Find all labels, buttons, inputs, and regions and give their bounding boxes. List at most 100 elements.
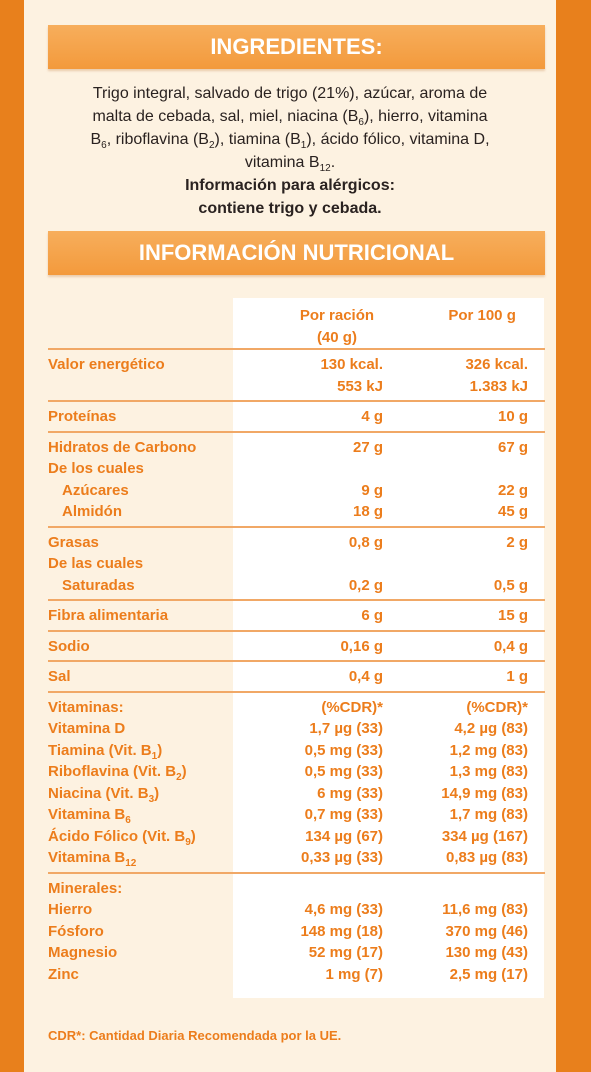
table-row: Valor energético 130 kcal. 553 kJ 326 kcal.… (48, 354, 545, 397)
text-segment: Vitaminas: (48, 698, 124, 716)
row-label: Sodio (48, 636, 243, 658)
header-cell: Por ración (40 g) (255, 305, 420, 348)
value: 1,7 µg (33) (309, 720, 383, 737)
value-cell: 148 mg (18) (243, 921, 383, 943)
table-row: Vitamina B12 0,33 µg (33) 0,83 µg (83) (48, 847, 545, 869)
value-cell: 326 kcal. 1.383 kJ (383, 354, 528, 397)
text-segment: Hidratos de Carbono (48, 438, 197, 456)
value-cell: 0,5 mg (33) (243, 740, 383, 762)
text-segment: ), hierro, vitamina (363, 108, 488, 125)
text-segment: Fibra alimentaria (48, 607, 169, 624)
text-segment: Niacina (Vit. B (48, 784, 149, 802)
text-segment: Sal (48, 668, 71, 685)
value: 6 g (361, 607, 383, 624)
ingredients-title: INGREDIENTES: (48, 25, 545, 69)
row-label: Valor energético (48, 354, 243, 397)
text-segment: ), tiamina (B (214, 131, 301, 148)
table-row: De las cuales (48, 553, 545, 575)
table-row: Minerales: (48, 878, 545, 900)
value-cell: 370 mg (46) (383, 921, 528, 943)
value-cell: 52 mg (17) (243, 942, 383, 964)
text-segment: Proteínas (48, 408, 117, 425)
row-label: Fibra alimentaria (48, 605, 243, 627)
table-row: Vitamina B6 0,7 mg (33) 1,7 mg (83) (48, 804, 545, 826)
row-label: Tiamina (Vit. B1) (48, 740, 243, 762)
row-label: De las cuales (48, 553, 243, 575)
row-label: Vitamina B6 (48, 804, 243, 826)
value-cell: 0,5 g (383, 575, 528, 597)
value: 0,83 µg (83) (445, 849, 528, 866)
value: 45 g (497, 503, 528, 520)
row-label: Azúcares (48, 480, 243, 502)
value: 2 g (506, 533, 528, 551)
value: 52 mg (17) (308, 944, 383, 961)
row-label: Minerales: (48, 878, 243, 900)
value: 2,5 mg (17) (449, 965, 528, 983)
text-segment: ) (154, 784, 160, 802)
value-cell: (%CDR)* (383, 697, 528, 719)
row-group: Fibra alimentaria 6 g 15 g (48, 599, 545, 630)
value-cell: 1,2 mg (83) (383, 740, 528, 762)
allergen-line: Información para alérgicos: (185, 177, 395, 194)
text-segment: Vitamina B (48, 849, 126, 866)
value: 553 kJ (337, 377, 383, 395)
value: 1,3 mg (83) (449, 763, 528, 780)
value-cell: 1,3 mg (83) (383, 761, 528, 783)
row-group: Proteínas 4 g 10 g (48, 400, 545, 431)
subscript: 6 (358, 117, 364, 129)
value-cell: 4 g (243, 406, 383, 428)
value-cell: 0,8 g (243, 532, 383, 554)
value-cell: 45 g (383, 501, 528, 523)
row-group: Vitaminas: (%CDR)* (%CDR)* Vitamina D 1,7 µg… (48, 690, 545, 872)
value-cell: 15 g (383, 605, 528, 627)
row-label: Zinc (48, 964, 243, 986)
header-line: (40 g) (316, 328, 357, 346)
row-label: Saturadas (48, 575, 243, 597)
text-segment: ) (190, 827, 196, 845)
value-cell: 6 g (243, 605, 383, 627)
value: 27 g (352, 438, 383, 456)
row-label: Magnesio (48, 942, 243, 964)
value-cell: 0,33 µg (33) (243, 847, 383, 869)
text-segment: Grasas (48, 533, 99, 551)
table-row: Proteínas 4 g 10 g (48, 406, 545, 428)
row-label: Almidón (48, 501, 243, 523)
value: 6 mg (33) (317, 784, 383, 802)
table-row: Azúcares 9 g 22 g (48, 480, 545, 502)
text-segment: malta de cebada, sal, miel, niacina (B (92, 108, 359, 125)
nutrition-title: INFORMACIÓN NUTRICIONAL (48, 231, 545, 275)
subscript: 1 (151, 750, 158, 762)
value-cell: 0,4 g (383, 636, 528, 658)
text-segment: Minerales: (48, 879, 123, 897)
row-label: Fósforo (48, 921, 243, 943)
value: 130 kcal. (320, 356, 383, 373)
row-group: Sodio 0,16 g 0,4 g (48, 629, 545, 661)
text-segment: Fósforo (48, 922, 104, 940)
row-group: Valor energético 130 kcal. 553 kJ 326 kcal.… (48, 348, 545, 400)
value: 326 kcal. (465, 356, 528, 373)
table-row: Sal 0,4 g 1 g (48, 666, 545, 688)
text-segment: Valor energético (48, 356, 165, 373)
value: 0,5 g (493, 576, 528, 594)
value: 0,8 g (348, 533, 383, 551)
subscript: 2 (176, 772, 182, 783)
subscript: 1 (300, 140, 307, 152)
header-line: Por ración (299, 307, 375, 324)
value-cell: 67 g (383, 437, 528, 459)
value-cell: 0,16 g (243, 636, 383, 658)
subscript: 6 (101, 140, 107, 152)
row-group: Minerales: Hierro 4,6 mg (33) 11,6 mg (83) F… (48, 871, 545, 989)
row-label: Ácido Fólico (Vit. B9) (48, 826, 243, 848)
text-segment: Almidón (62, 503, 122, 520)
text-segment: Sodio (48, 637, 90, 655)
value-cell: 0,4 g (243, 666, 383, 688)
text-segment: vitamina B (244, 154, 320, 171)
table-row: Sodio 0,16 g 0,4 g (48, 636, 545, 658)
table-row: Vitamina D 1,7 µg (33) 4,2 µg (83) (48, 718, 545, 740)
value: 67 g (497, 438, 528, 456)
text-segment: De las cuales (48, 555, 144, 572)
table-row: Fósforo 148 mg (18) 370 mg (46) (48, 921, 545, 943)
row-label: Vitamina D (48, 718, 243, 740)
value-cell: 0,7 mg (33) (243, 804, 383, 826)
